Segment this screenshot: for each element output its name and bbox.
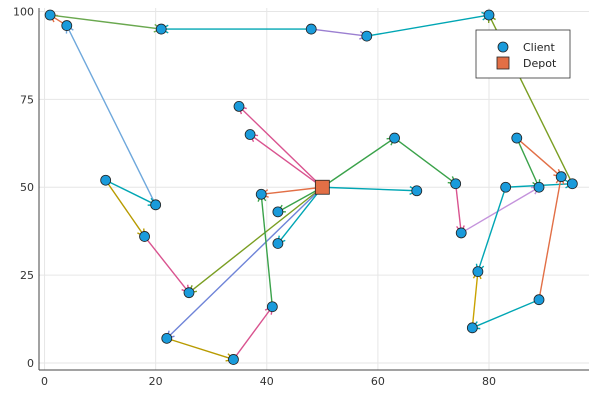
route-line: [232, 306, 273, 360]
route-line: [394, 137, 457, 185]
route-line: [260, 194, 274, 307]
client-point: [255, 188, 267, 200]
client-point: [500, 181, 512, 193]
client-point: [139, 231, 150, 242]
legend-depot-label: Depot: [523, 57, 557, 70]
client-point: [61, 20, 73, 31]
route-line: [322, 186, 417, 192]
client-point: [389, 132, 400, 144]
client-point: [305, 23, 317, 35]
client-point: [155, 23, 167, 35]
y-tick-label: 50: [20, 181, 34, 194]
y-tick-label: 100: [13, 6, 34, 19]
route-line: [261, 186, 323, 195]
route-line: [477, 187, 507, 272]
y-tick-label: 0: [27, 357, 34, 370]
route-line: [166, 337, 234, 361]
route-line: [277, 186, 323, 244]
client-point: [244, 129, 256, 140]
route-line: [321, 137, 395, 188]
client-point: [272, 206, 284, 218]
client-point: [450, 178, 462, 190]
legend-box: [475, 29, 571, 79]
client-point: [150, 199, 162, 211]
client-point: [44, 9, 56, 21]
x-tick-label: 20: [149, 375, 163, 388]
route-line: [249, 133, 323, 188]
route-line: [238, 105, 323, 188]
client-point: [533, 294, 545, 306]
client-point: [511, 132, 523, 144]
y-tick-label: 25: [20, 269, 34, 282]
grid-lines: [39, 8, 589, 370]
legend-client-marker: [497, 41, 509, 53]
y-tick-labels: 0 25 50 75 100: [13, 6, 34, 370]
x-tick-label: 80: [482, 375, 496, 388]
legend-depot-marker: [496, 56, 510, 70]
x-tick-label: 60: [371, 375, 385, 388]
route-line: [516, 137, 540, 188]
client-point: [483, 9, 495, 21]
route-line: [50, 14, 162, 30]
legend-client-label: Client: [523, 41, 556, 54]
client-point: [566, 178, 578, 190]
client-point: [228, 354, 239, 365]
x-tick-label: 40: [260, 375, 274, 388]
client-point: [161, 332, 173, 344]
client-point: [533, 181, 545, 193]
route-line: [472, 299, 540, 329]
client-point: [555, 171, 567, 183]
client-point: [411, 185, 423, 197]
client-point: [272, 238, 284, 249]
depot-marker: [314, 179, 330, 195]
legend: Client Depot: [475, 29, 571, 79]
route-line: [166, 186, 323, 339]
client-point: [466, 322, 478, 334]
route-line: [538, 176, 562, 300]
route-line: [460, 186, 540, 234]
scatter-points: [44, 9, 578, 365]
route-line: [66, 25, 157, 206]
route-line: [144, 236, 190, 294]
route-line: [105, 179, 156, 206]
client-point: [455, 227, 467, 239]
route-line: [311, 28, 367, 37]
route-line: [454, 183, 462, 234]
client-point: [266, 301, 278, 313]
y-tick-label: 75: [20, 93, 34, 106]
axes: [38, 8, 589, 371]
x-tick-label: 0: [41, 375, 48, 388]
route-line: [277, 186, 323, 213]
client-point: [183, 287, 195, 299]
route-line: [366, 14, 490, 37]
route-line: [516, 137, 562, 178]
route-line: [188, 186, 323, 294]
route-line: [105, 179, 146, 237]
x-tick-labels: 0 20 40 60 80: [41, 375, 496, 388]
client-point: [472, 266, 484, 277]
client-point: [233, 101, 245, 112]
route-line: [471, 271, 479, 328]
client-point: [361, 30, 373, 42]
client-point: [100, 174, 112, 186]
